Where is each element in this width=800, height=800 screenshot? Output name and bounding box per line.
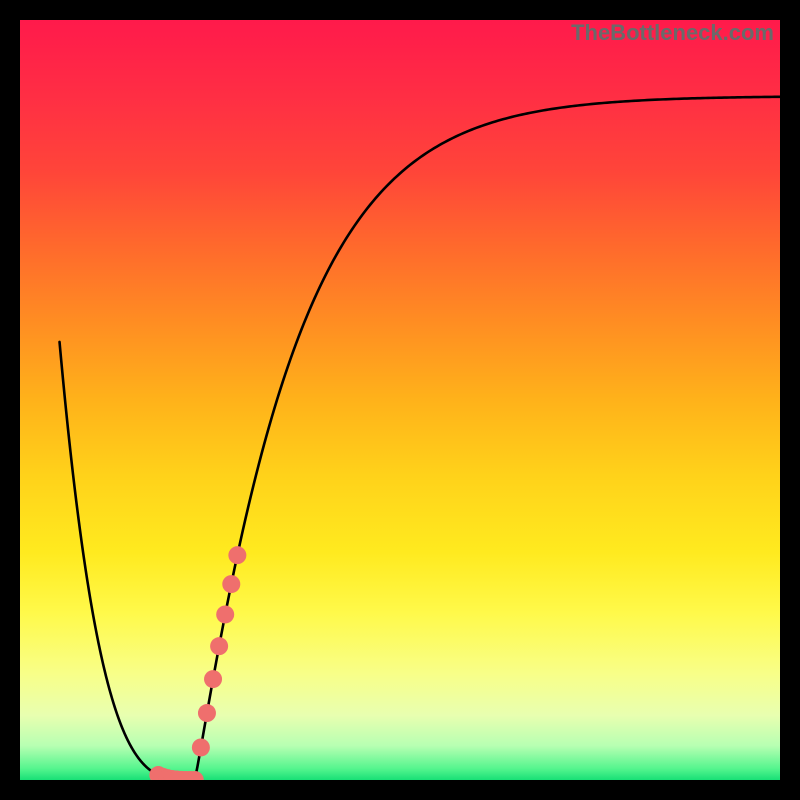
chart-svg: TheBottleneck.com (0, 0, 800, 800)
curve-marker (210, 637, 228, 655)
chart-background (20, 20, 780, 780)
curve-marker (228, 546, 246, 564)
watermark-text: TheBottleneck.com (571, 20, 774, 45)
curve-marker (204, 670, 222, 688)
curve-marker (222, 575, 240, 593)
curve-marker (192, 738, 210, 756)
curve-marker (198, 704, 216, 722)
bottleneck-curve-chart: TheBottleneck.com (0, 0, 800, 800)
curve-marker (216, 605, 234, 623)
